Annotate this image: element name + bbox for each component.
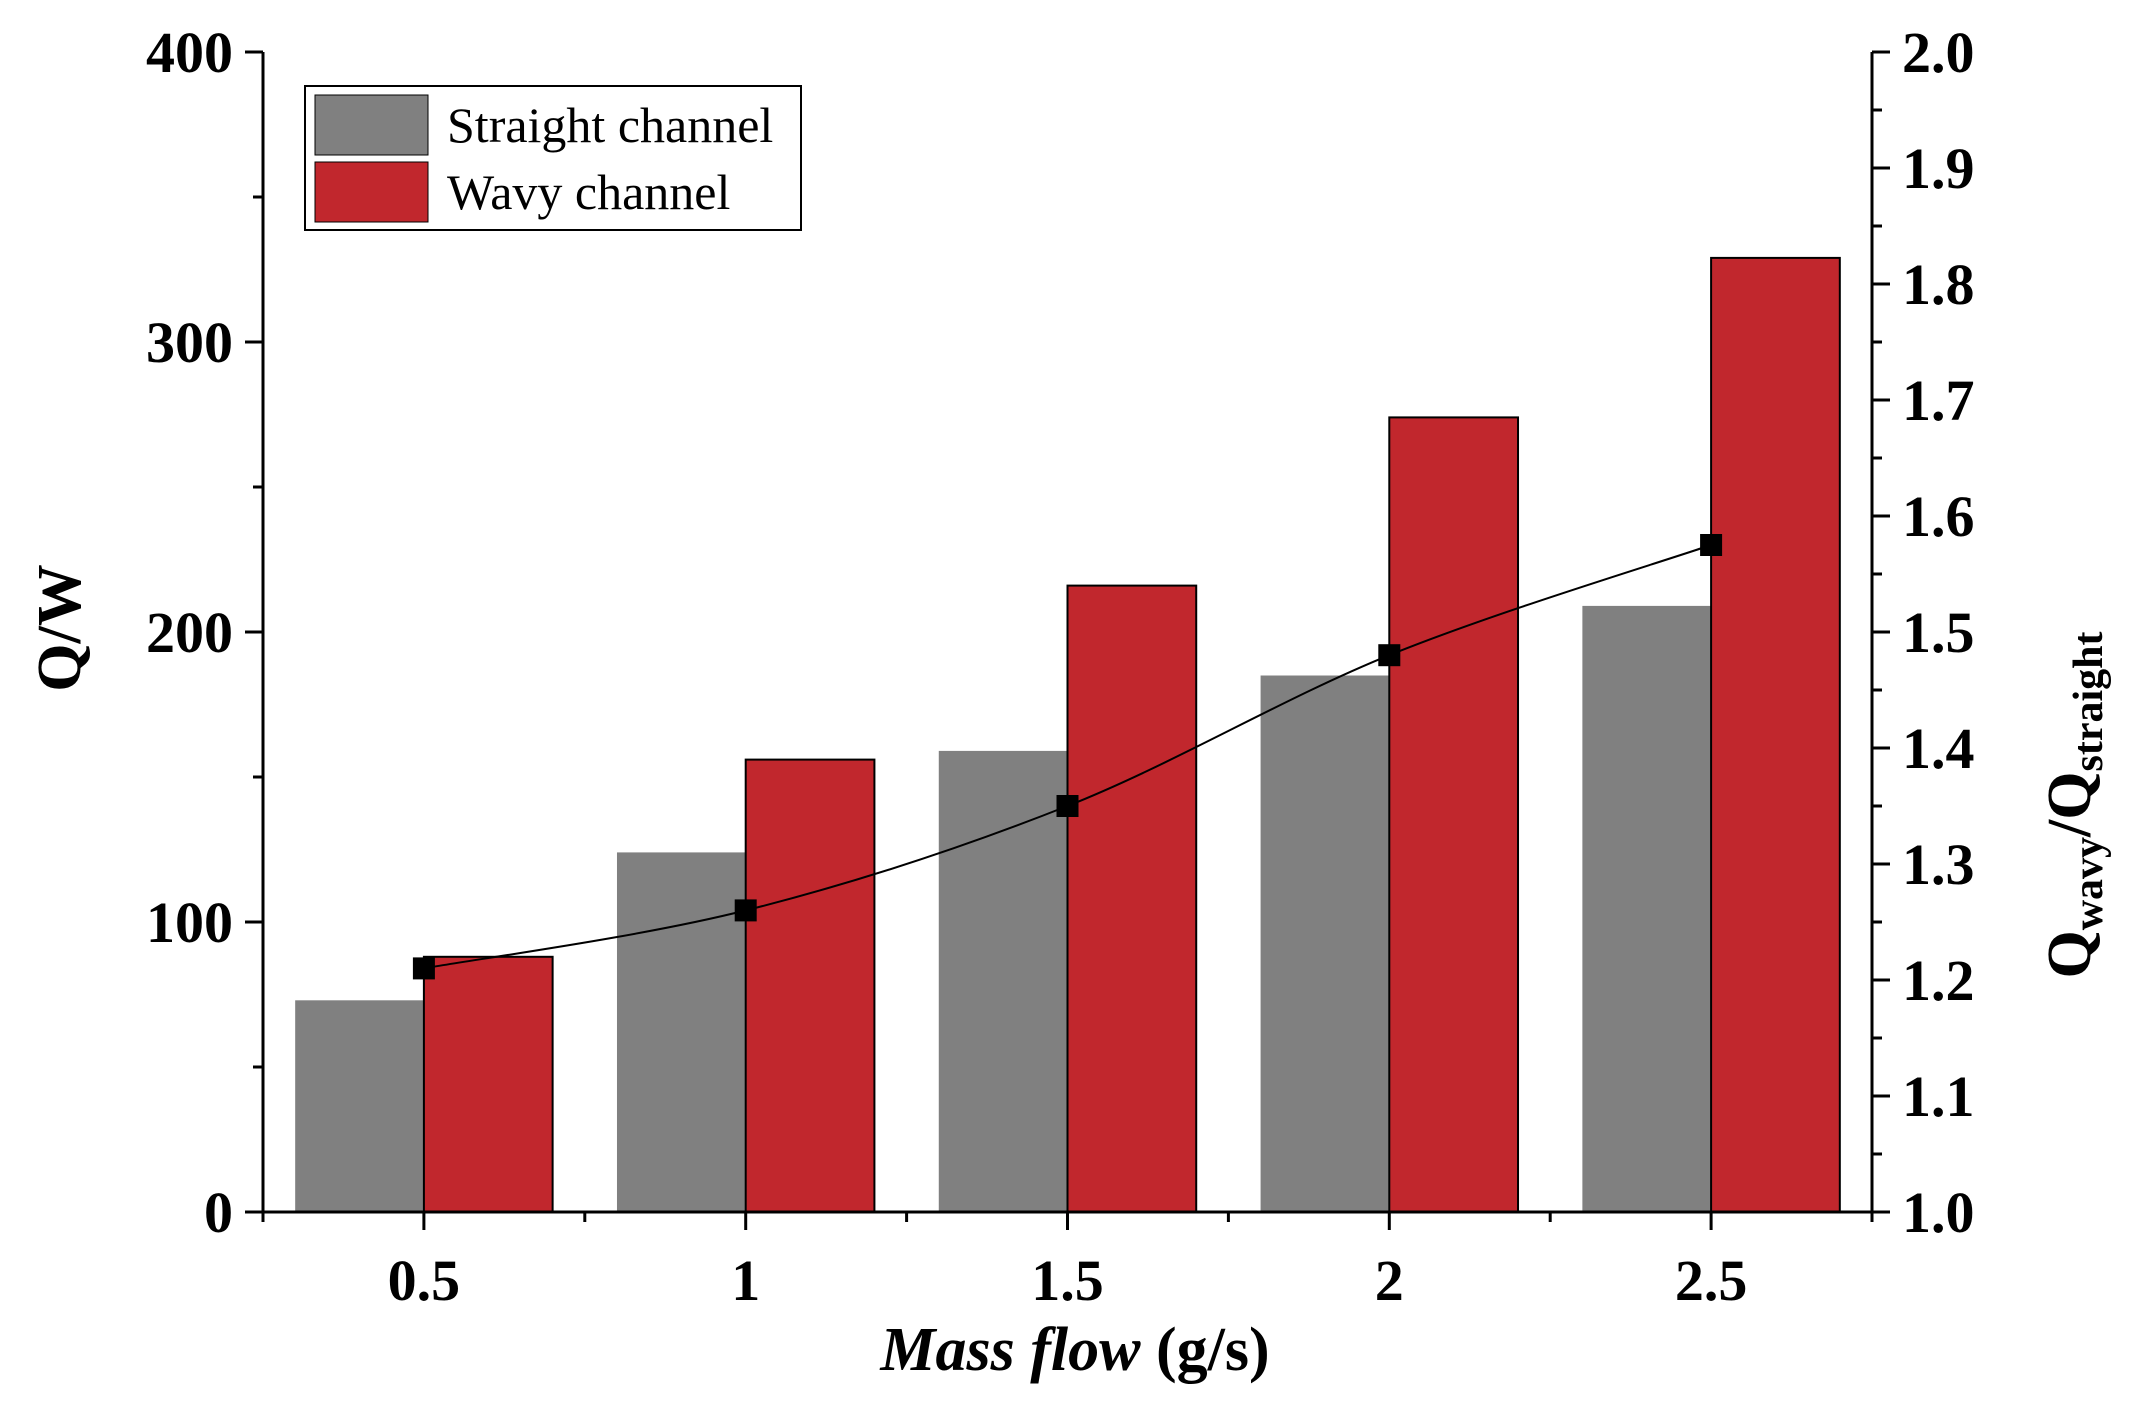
y-axis-title: Q/W: [26, 564, 94, 691]
bar-wavy-1: [744, 758, 876, 1213]
x-axis-title-unit: (g/s): [1140, 1316, 1269, 1384]
ticks-layer: [245, 50, 1890, 1230]
bar-straight-2: [1260, 675, 1390, 1212]
y-tick-label: 0: [204, 1180, 233, 1245]
x-tick-label: 2: [1375, 1248, 1404, 1313]
y2-tick-label: 1.0: [1902, 1180, 1975, 1245]
y-tick-label: 100: [146, 890, 233, 955]
y2-title-sub2: straight: [2066, 631, 2112, 771]
y2-tick-label: 1.7: [1902, 368, 1975, 433]
y2-tick-label: 1.6: [1902, 484, 1975, 549]
legend-swatch-straight: [314, 94, 429, 156]
bars-layer: [295, 256, 1841, 1213]
y-tick-label: 200: [146, 600, 233, 665]
legend-label-straight: Straight channel: [447, 97, 773, 153]
x-tick-label: 1.5: [1031, 1248, 1104, 1313]
y2-tick-label: 1.8: [1902, 252, 1975, 317]
ratio-point-1.5: [1056, 795, 1079, 817]
ratio-point-2.5: [1700, 534, 1723, 556]
ratio-point-0.5: [412, 957, 435, 980]
ratio-line-layer: [412, 534, 1723, 980]
bar-wavy-2.5: [1710, 256, 1841, 1213]
x-tick-label: 0.5: [388, 1248, 461, 1313]
ratio-point-2: [1378, 644, 1401, 667]
y-tick-label: 300: [146, 310, 233, 375]
y-tick-label: 400: [146, 20, 233, 85]
legend-label-wavy: Wavy channel: [447, 164, 730, 220]
y2-tick-label: 1.9: [1902, 136, 1975, 201]
y2-axis-title: Qwavy/Qstraight: [2036, 631, 2112, 978]
x-axis-title: Mass flow (g/s): [879, 1316, 1269, 1384]
y2-title-q1: Q: [2036, 930, 2104, 978]
y2-tick-label: 1.3: [1902, 832, 1975, 897]
bar-straight-1: [616, 852, 746, 1212]
tick-labels-layer: 0 100 200 300 400 1.0 1.1 1.2 1.3 1.4 1.5 1.6 1.7 1.8…: [146, 20, 1975, 1313]
x-tick-label: 2.5: [1675, 1248, 1748, 1313]
bar-wavy-0.5: [422, 955, 554, 1213]
bar-straight-1.5: [938, 750, 1068, 1212]
y2-title-mid: /Q: [2036, 771, 2104, 837]
bar-wavy-2: [1388, 416, 1520, 1213]
y2-tick-label: 2.0: [1902, 20, 1975, 85]
y2-title-sub1: wavy: [2066, 837, 2112, 930]
bar-straight-2.5: [1582, 605, 1712, 1212]
x-axis-title-italic: Mass flow: [879, 1316, 1141, 1384]
bar-wavy-1.5: [1066, 584, 1198, 1213]
legend-swatch-wavy: [314, 161, 429, 223]
y2-tick-label: 1.4: [1902, 716, 1975, 781]
ratio-point-1: [734, 899, 757, 922]
x-tick-label: 1: [731, 1248, 760, 1313]
y2-tick-label: 1.5: [1902, 600, 1975, 665]
bar-straight-0.5: [295, 1000, 424, 1212]
y2-tick-label: 1.2: [1902, 948, 1975, 1013]
legend: Straight channel Wavy channel: [304, 85, 802, 231]
y2-tick-label: 1.1: [1902, 1064, 1975, 1129]
